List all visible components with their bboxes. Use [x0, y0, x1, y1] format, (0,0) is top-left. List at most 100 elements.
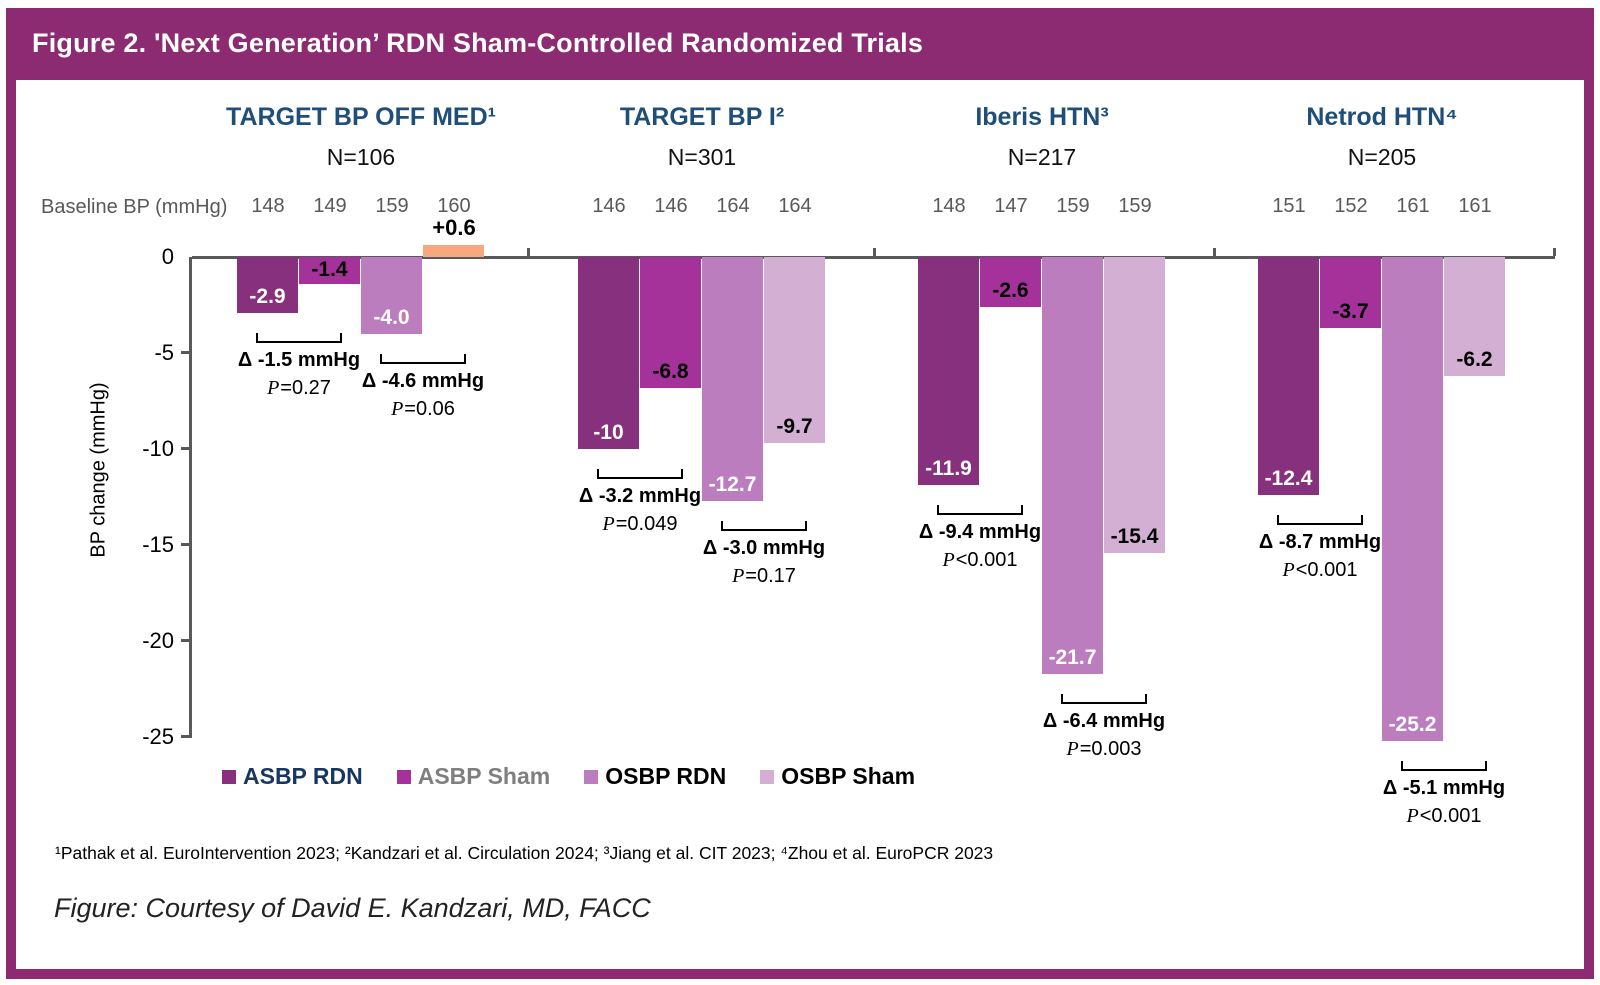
y-axis-tick-label: -25: [142, 724, 174, 749]
bar-value-label: -3.7: [1332, 300, 1369, 324]
baseline-group-tick: [1213, 248, 1216, 256]
baseline-bp-row-label: Baseline BP (mmHg): [41, 196, 228, 218]
zero-baseline: [192, 256, 1555, 259]
chart-legend: ASBP RDN ASBP Sham OSBP RDN OSBP Sham: [222, 763, 915, 790]
bp-change-bar: -11.9: [918, 257, 979, 486]
comparison-bracket: [380, 353, 466, 364]
bp-change-bar: -6.8: [640, 257, 701, 388]
y-axis-tick-label: -5: [154, 340, 174, 365]
bar-value-label: -12.7: [708, 472, 757, 496]
bar-value-label: -2.6: [992, 278, 1029, 302]
baseline-bp-value: 146: [654, 195, 688, 217]
bar-value-label: -2.9: [249, 284, 286, 308]
bar-value-label: -11.9: [925, 457, 972, 481]
y-axis-tick: [181, 735, 192, 738]
y-axis-label: BP change (mmHg): [87, 382, 110, 558]
bar-value-label: -12.4: [1264, 467, 1313, 491]
y-axis-tick: [181, 543, 192, 546]
y-axis-tick: [181, 447, 192, 450]
legend-label: ASBP RDN: [243, 763, 363, 789]
delta-label: Δ -3.2 mmHg: [578, 485, 702, 507]
baseline-bp-value: 152: [1334, 195, 1368, 217]
comparison-bracket: [937, 505, 1023, 516]
p-value-label: P=0.06: [391, 397, 455, 420]
bar-value-label: +0.6: [432, 215, 476, 241]
delta-label: Δ -8.7 mmHg: [1258, 531, 1382, 554]
legend-swatch: [584, 769, 599, 784]
legend-item: ASBP Sham: [396, 763, 550, 790]
y-axis-tick: [181, 639, 192, 642]
bp-change-bar: -21.7: [1042, 257, 1103, 674]
baseline-group-tick: [873, 248, 876, 256]
p-value-label: P<0.001: [1282, 559, 1358, 582]
p-value-label: P=0.003: [1066, 737, 1142, 760]
p-value-label: P<0.001: [942, 549, 1018, 572]
baseline-group-tick: [527, 248, 530, 256]
legend-item: OSBP RDN: [584, 763, 726, 790]
trial-name: TARGET BP I²: [619, 103, 785, 131]
baseline-bp-value: 159: [1118, 195, 1152, 217]
p-value-label: P=0.27: [267, 376, 331, 399]
bar-value-label: -6.2: [1456, 348, 1493, 372]
y-axis-line: [189, 257, 192, 737]
baseline-bp-value: 159: [1056, 195, 1090, 217]
baseline-bp-value: 161: [1396, 195, 1430, 217]
figure-title-bar: Figure 2. 'Next Generation’ RDN Sham-Con…: [6, 8, 1594, 78]
baseline-bp-value: 149: [313, 195, 347, 217]
references-footnote: ¹Pathak et al. EuroIntervention 2023; ²K…: [55, 843, 994, 863]
trial-name: Netrod HTN⁴: [1306, 103, 1458, 131]
bp-change-bar: -1.4: [299, 257, 360, 284]
baseline-group-tick: [1553, 248, 1556, 256]
comparison-bracket: [1401, 760, 1487, 771]
delta-label: Δ -1.5 mmHg: [237, 348, 361, 371]
bp-change-bar: -25.2: [1382, 257, 1443, 741]
y-axis-tick-label: 0: [161, 244, 174, 269]
bar-value-label: -10: [593, 421, 624, 444]
bp-change-bar: -2.9: [237, 257, 298, 313]
legend-label: OSBP RDN: [605, 763, 727, 789]
delta-label: Δ -4.6 mmHg: [361, 369, 485, 392]
delta-label: Δ -5.1 mmHg: [1382, 776, 1506, 799]
baseline-bp-value: 160: [437, 195, 471, 217]
figure-title: Figure 2. 'Next Generation’ RDN Sham-Con…: [32, 27, 924, 58]
trial-name: Iberis HTN³: [975, 103, 1109, 131]
trial-n-count: N=217: [1007, 144, 1077, 170]
bp-change-bar: -9.7: [764, 257, 825, 444]
bar-value-label: -4.0: [373, 305, 410, 329]
p-value-label: P=0.17: [732, 564, 796, 587]
trial-n-count: N=106: [326, 144, 396, 170]
baseline-bp-value: 161: [1458, 195, 1492, 217]
trial-n-count: N=205: [1347, 144, 1417, 170]
y-axis-tick-label: -15: [142, 532, 174, 557]
baseline-bp-value: 151: [1272, 195, 1306, 217]
comparison-bracket: [721, 520, 807, 531]
bp-change-bar: -12.7: [702, 257, 763, 501]
legend-swatch: [760, 769, 775, 784]
legend-label: OSBP Sham: [781, 763, 916, 789]
bp-change-bar: -3.7: [1320, 257, 1381, 329]
baseline-bp-value: 164: [716, 195, 750, 217]
y-axis-tick-label: -10: [142, 436, 174, 461]
bp-change-bar: -6.2: [1444, 257, 1505, 377]
comparison-bracket: [256, 332, 342, 343]
legend-swatch: [222, 769, 236, 784]
bp-change-bar-positive: [423, 245, 484, 257]
baseline-bp-value: 147: [994, 195, 1028, 217]
delta-label: Δ -9.4 mmHg: [918, 521, 1042, 544]
delta-label: Δ -3.0 mmHg: [702, 536, 826, 559]
bar-value-label: -1.4: [311, 258, 348, 282]
baseline-bp-value: 159: [375, 195, 409, 217]
comparison-bracket: [597, 469, 683, 479]
bp-change-bar: -12.4: [1258, 257, 1319, 496]
p-value-label: P<0.001: [1406, 804, 1482, 827]
comparison-bracket: [1061, 693, 1147, 704]
delta-label: Δ -6.4 mmHg: [1042, 709, 1166, 732]
bar-value-label: -21.7: [1048, 645, 1097, 669]
trial-n-count: N=301: [667, 144, 737, 170]
comparison-bracket: [1277, 515, 1363, 526]
bar-value-label: -15.4: [1110, 524, 1159, 548]
bp-change-bar: -10: [578, 257, 639, 449]
bar-value-label: -9.7: [776, 415, 813, 439]
baseline-bp-value: 148: [932, 195, 966, 217]
